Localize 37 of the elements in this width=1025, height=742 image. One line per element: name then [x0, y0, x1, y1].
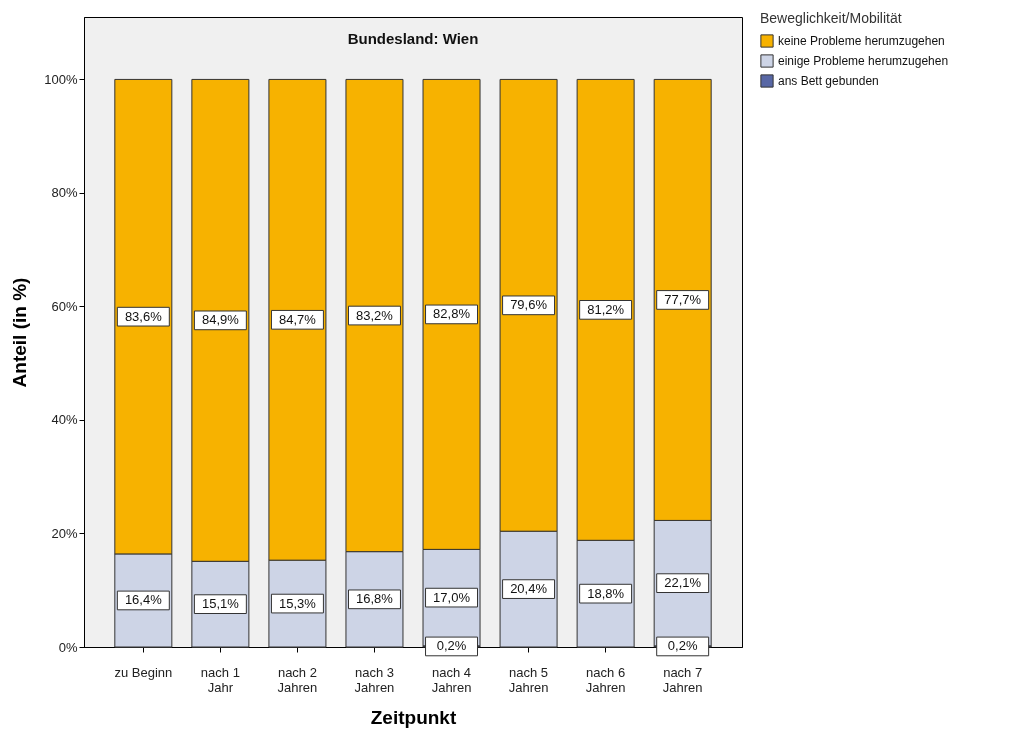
data-label: 81,2% — [587, 301, 625, 317]
y-tick-label: 60% — [51, 298, 78, 314]
data-label: 15,1% — [201, 596, 240, 612]
y-tick-label: 80% — [51, 185, 78, 201]
x-axis-title: Zeitpunkt — [370, 706, 457, 728]
legend-label: ans Bett gebunden — [778, 74, 879, 88]
x-tick-label: nach 3 Jahren — [354, 664, 395, 695]
y-tick-label: 40% — [51, 412, 78, 428]
data-label: 77,7% — [664, 291, 702, 307]
data-label: 82,8% — [433, 306, 471, 322]
x-tick-label: zu Beginn — [114, 664, 173, 680]
data-label: 15,3% — [278, 595, 317, 611]
y-tick-label: 0% — [58, 639, 78, 655]
y-tick-label: 100% — [44, 71, 78, 87]
data-label: 84,9% — [201, 312, 240, 328]
legend-title: Beweglichkeit/Mobilität — [760, 10, 902, 26]
data-label: 83,2% — [356, 307, 394, 323]
x-tick-label: nach 1 Jahr — [200, 664, 240, 695]
x-tick-label: nach 7 Jahren — [662, 664, 703, 695]
x-tick-label: nach 4 Jahren — [431, 664, 472, 695]
y-axis-title: Anteil (in %) — [9, 277, 31, 388]
data-label: 79,6% — [510, 297, 548, 313]
x-tick-label: nach 6 Jahren — [585, 664, 626, 695]
data-label: 17,0% — [433, 589, 471, 605]
data-label: 84,7% — [278, 311, 317, 327]
x-tick-label: nach 5 Jahren — [508, 664, 549, 695]
legend-label: einige Probleme herumzugehen — [778, 54, 949, 68]
text: Bundesland: Wien — [347, 30, 479, 47]
data-label: 83,6% — [124, 308, 163, 324]
x-tick-label: nach 2 Jahren — [277, 664, 318, 695]
y-tick-label: 20% — [51, 525, 78, 541]
data-label: 18,8% — [587, 585, 625, 601]
data-label: 16,4% — [124, 592, 163, 608]
data-label: 20,4% — [510, 581, 548, 597]
data-label: 16,8% — [356, 591, 394, 607]
legend-label: keine Probleme herumzugehen — [778, 34, 945, 48]
data-label: 22,1% — [664, 575, 702, 591]
